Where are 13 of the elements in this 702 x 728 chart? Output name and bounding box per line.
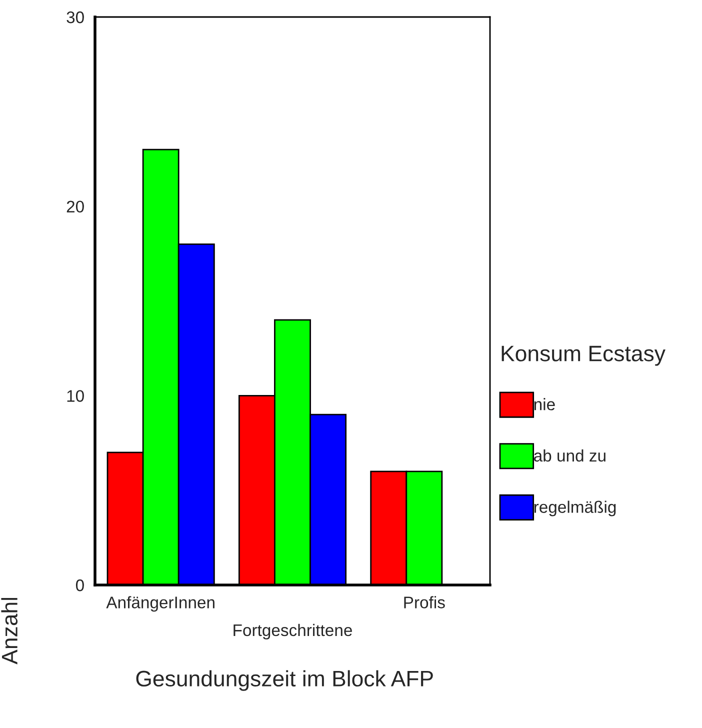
legend-label: ab und zu: [534, 449, 606, 462]
x-tick-label: AnfängerInnen: [106, 596, 214, 612]
y-tick-label: 10: [67, 390, 84, 402]
legend-title: Konsum Ecstasy: [502, 346, 666, 366]
y-tick-label: 20: [66, 200, 84, 213]
x-tick-label: Fortgeschrittene: [234, 624, 352, 640]
x-axis-title: Gesundungszeit im Block AFP: [136, 670, 433, 691]
x-tick-label: Profis: [404, 596, 445, 608]
legend-label: regelmäßig: [534, 500, 616, 516]
y-axis-title: Anzahl: [1, 598, 18, 664]
legend-label: nie: [534, 398, 555, 410]
y-tick-label: 0: [76, 579, 84, 592]
y-tick-label: 30: [66, 11, 84, 24]
